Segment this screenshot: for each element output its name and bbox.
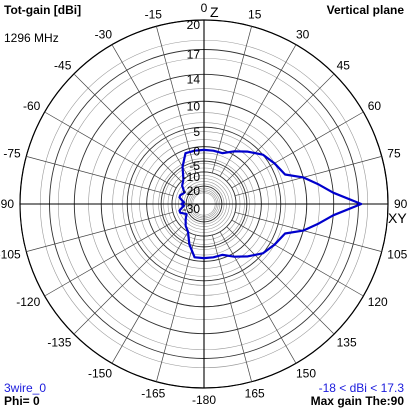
- radial-tick-label: -10: [183, 170, 201, 184]
- angle-tick-label: 60: [368, 99, 382, 113]
- grid-spoke: [111, 44, 189, 177]
- gain-pattern: [178, 148, 363, 260]
- angle-tick-label: -15: [145, 8, 163, 22]
- grid-spoke: [219, 44, 297, 177]
- max-gain-label: Max gain The:90: [311, 394, 405, 408]
- polar-axes: [20, 20, 388, 388]
- angle-tick-label: 135: [337, 336, 357, 350]
- grid-spoke: [231, 111, 364, 189]
- angle-tick-label: -60: [23, 99, 41, 113]
- angle-tick-label: -135: [47, 336, 71, 350]
- angle-tick-label: 0: [201, 1, 208, 15]
- radial-tick-label: 17: [187, 48, 201, 62]
- angle-tick-label: -165: [141, 386, 165, 400]
- grid-spoke: [156, 234, 197, 382]
- axis-label-xy: XY: [388, 210, 407, 226]
- radial-tick-label: 0: [193, 145, 200, 159]
- chart-title: Tot-gain [dBi]: [4, 3, 81, 17]
- angle-tick-label: -45: [54, 58, 72, 72]
- grid-spoke: [44, 111, 177, 189]
- radial-tick-labels: 20 17 14 10 5 0-5-10-20 -30: [183, 18, 201, 216]
- radial-tick-label: 10: [187, 99, 201, 113]
- angle-tick-label: 75: [387, 146, 401, 160]
- grid-spoke: [231, 219, 364, 297]
- angle-tick-label: 105: [387, 248, 407, 262]
- angle-tick-label: 45: [337, 58, 351, 72]
- grid-spoke: [26, 156, 174, 197]
- radial-tick-label: 14: [187, 72, 201, 86]
- angle-tick-label: -180: [192, 393, 216, 407]
- grid-spoke: [219, 231, 297, 364]
- radial-tick-label: 5: [193, 125, 200, 139]
- radial-tick-label: 20: [187, 18, 201, 32]
- model-name: 3wire_0: [4, 381, 46, 395]
- grid-spoke: [73, 226, 182, 335]
- frequency-label: 1296 MHz: [4, 31, 59, 45]
- angle-tick-label: 150: [296, 367, 316, 381]
- phi-label: Phi= 0: [4, 394, 40, 408]
- gain-range: -18 < dBi < 17.3: [319, 381, 405, 395]
- grid-spoke: [156, 26, 197, 174]
- angle-tick-label: -150: [88, 367, 112, 381]
- grid-spoke: [111, 231, 189, 364]
- series-pattern-line: [178, 148, 363, 260]
- grid-spoke: [73, 73, 182, 182]
- grid-spoke: [226, 73, 335, 182]
- angle-tick-label: -90: [0, 197, 14, 211]
- angle-tick-label: -120: [16, 295, 40, 309]
- angle-tick-label: 120: [368, 295, 388, 309]
- radial-tick-label: -20: [183, 184, 201, 198]
- grid-spoke: [234, 156, 382, 197]
- angle-tick-label: 165: [245, 386, 265, 400]
- angle-tick-label: -75: [3, 146, 21, 160]
- angle-tick-label: -105: [0, 248, 21, 262]
- angle-tick-label: 90: [394, 197, 408, 211]
- axis-label-z: Z: [210, 4, 219, 20]
- grid-spoke: [234, 211, 382, 252]
- angle-tick-label: -30: [95, 27, 113, 41]
- angle-tick-label: 30: [296, 27, 310, 41]
- radial-tick-label: -30: [183, 202, 201, 216]
- grid-spoke: [211, 26, 252, 174]
- grid-spoke: [44, 219, 177, 297]
- grid-spoke: [226, 226, 335, 335]
- radial-tick-label: -5: [189, 159, 200, 173]
- angle-tick-label: 15: [248, 8, 262, 22]
- grid-spoke: [26, 211, 174, 252]
- chart-subtitle: Vertical plane: [327, 3, 405, 17]
- grid-spoke: [211, 234, 252, 382]
